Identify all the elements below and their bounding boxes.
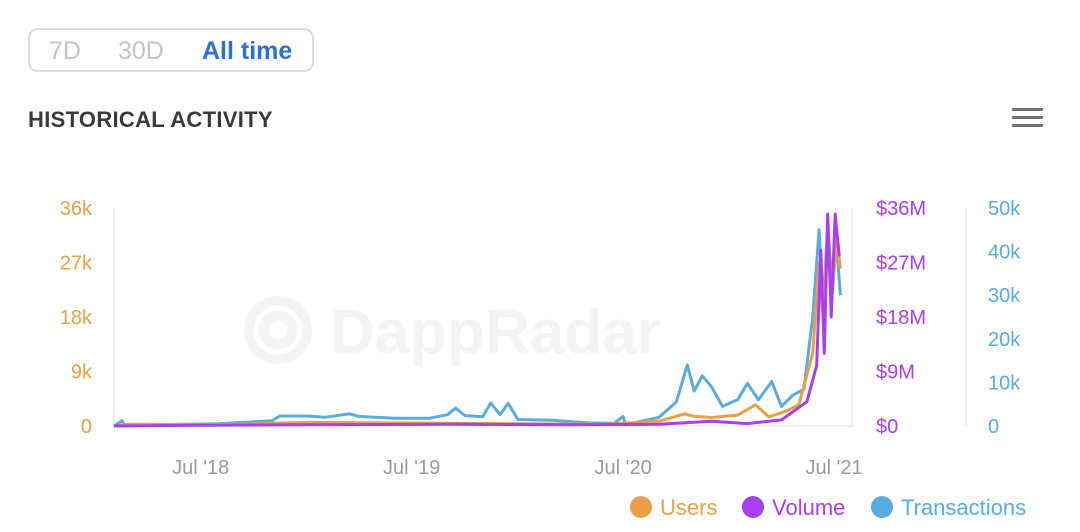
volume-axis-tick-label: $0 <box>876 416 898 438</box>
users-axis-tick-label: 18k <box>60 307 93 329</box>
time-range-selector: 7D 30D All time <box>28 28 314 72</box>
transactions-axis-tick-label: 50k <box>988 198 1021 220</box>
users-axis-tick-label: 0 <box>81 416 92 438</box>
volume-axis-tick-label: $9M <box>876 362 915 384</box>
volume-series-line <box>113 212 841 428</box>
range-tab-all-time[interactable]: All time <box>202 37 293 65</box>
watermark-text: DappRadar <box>330 298 661 367</box>
transactions-axis-tick-label: 10k <box>988 372 1021 394</box>
legend-label-transactions: Transactions <box>901 495 1027 520</box>
transactions-legend-dot-icon <box>871 496 893 518</box>
users-legend-dot-icon <box>630 496 652 518</box>
transactions-axis-tick-label: 40k <box>988 242 1021 264</box>
x-axis-tick-label: Jul '18 <box>172 457 229 479</box>
users-axis-tick-label: 36k <box>60 198 93 220</box>
x-axis-tick-label: Jul '21 <box>805 457 862 479</box>
range-tab-7d[interactable]: 7D <box>49 37 81 65</box>
volume-axis-tick-label: $18M <box>876 307 926 329</box>
dappradar-watermark: DappRadar <box>244 296 661 367</box>
volume-legend-dot-icon <box>742 496 764 518</box>
transactions-axis-tick-label: 20k <box>988 329 1021 351</box>
legend-label-users: Users <box>660 495 718 520</box>
transactions-axis-tick-label: 30k <box>988 285 1021 307</box>
range-tab-30d[interactable]: 30D <box>118 37 164 65</box>
hamburger-menu-icon[interactable] <box>1008 104 1048 132</box>
x-axis-tick-label: Jul '19 <box>383 457 440 479</box>
transactions-axis-tick-label: 0 <box>988 416 999 438</box>
volume-axis-tick-label: $36M <box>876 198 926 220</box>
users-axis-tick-label: 27k <box>60 253 93 275</box>
users-axis-tick-label: 9k <box>71 362 93 384</box>
section-title: HISTORICAL ACTIVITY <box>28 107 273 132</box>
volume-axis-tick-label: $27M <box>876 253 926 275</box>
x-axis-tick-label: Jul '20 <box>595 457 652 479</box>
legend-label-volume: Volume <box>772 495 846 520</box>
